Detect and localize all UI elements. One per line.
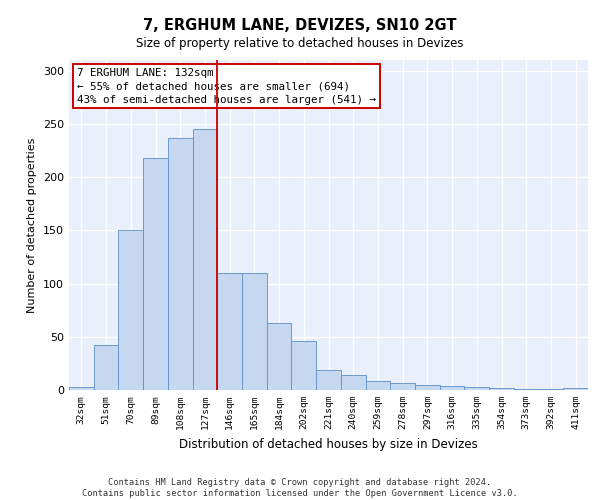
Bar xyxy=(316,370,341,390)
Bar xyxy=(168,138,193,390)
Bar xyxy=(390,382,415,390)
Bar xyxy=(464,387,489,390)
Bar xyxy=(539,389,563,390)
Bar xyxy=(514,389,539,390)
Text: 7 ERGHUM LANE: 132sqm
← 55% of detached houses are smaller (694)
43% of semi-det: 7 ERGHUM LANE: 132sqm ← 55% of detached … xyxy=(77,68,376,104)
Bar xyxy=(365,382,390,390)
Y-axis label: Number of detached properties: Number of detached properties xyxy=(28,138,37,312)
Bar xyxy=(217,273,242,390)
Bar xyxy=(94,346,118,390)
Bar xyxy=(143,158,168,390)
Text: 7, ERGHUM LANE, DEVIZES, SN10 2GT: 7, ERGHUM LANE, DEVIZES, SN10 2GT xyxy=(143,18,457,32)
Bar xyxy=(489,388,514,390)
Bar xyxy=(242,273,267,390)
Bar xyxy=(563,388,588,390)
Text: Size of property relative to detached houses in Devizes: Size of property relative to detached ho… xyxy=(136,38,464,51)
Bar xyxy=(193,129,217,390)
Bar xyxy=(415,384,440,390)
Text: Contains HM Land Registry data © Crown copyright and database right 2024.
Contai: Contains HM Land Registry data © Crown c… xyxy=(82,478,518,498)
Bar xyxy=(267,323,292,390)
Bar xyxy=(440,386,464,390)
X-axis label: Distribution of detached houses by size in Devizes: Distribution of detached houses by size … xyxy=(179,438,478,450)
Bar xyxy=(118,230,143,390)
Bar xyxy=(69,387,94,390)
Bar xyxy=(341,375,365,390)
Bar xyxy=(292,341,316,390)
